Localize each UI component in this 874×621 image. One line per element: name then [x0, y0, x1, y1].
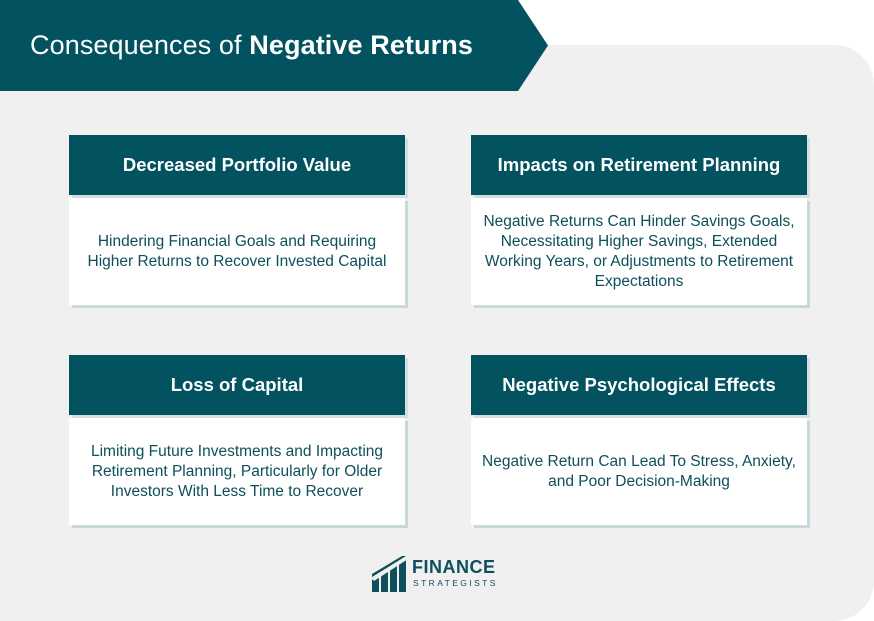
title-light: Consequences of [30, 30, 242, 60]
card-body: Hindering Financial Goals and Requiring … [69, 198, 405, 305]
title-bold: Negative Returns [249, 30, 473, 60]
title-banner: Consequences of Negative Returns [0, 0, 548, 91]
card-body: Negative Return Can Lead To Stress, Anxi… [471, 418, 807, 525]
logo-wordmark-line2: STRATEGISTS [413, 578, 498, 588]
card-negative-psychological-effects: Negative Psychological Effects Negative … [471, 355, 807, 525]
card-body: Limiting Future Investments and Impactin… [69, 418, 405, 525]
card-impacts-on-retirement-planning: Impacts on Retirement Planning Negative … [471, 135, 807, 305]
logo-wordmark-line1: FINANCE [412, 557, 496, 577]
page-title: Consequences of Negative Returns [30, 0, 473, 91]
card-body: Negative Returns Can Hinder Savings Goal… [471, 198, 807, 305]
card-heading: Impacts on Retirement Planning [471, 135, 807, 195]
card-decreased-portfolio-value: Decreased Portfolio Value Hindering Fina… [69, 135, 405, 305]
card-heading: Decreased Portfolio Value [69, 135, 405, 195]
logo-chart-icon [372, 556, 408, 592]
card-heading: Negative Psychological Effects [471, 355, 807, 415]
card-heading: Loss of Capital [69, 355, 405, 415]
background-panel [0, 45, 874, 621]
finance-strategists-logo: FINANCE STRATEGISTS [372, 556, 512, 592]
card-loss-of-capital: Loss of Capital Limiting Future Investme… [69, 355, 405, 525]
